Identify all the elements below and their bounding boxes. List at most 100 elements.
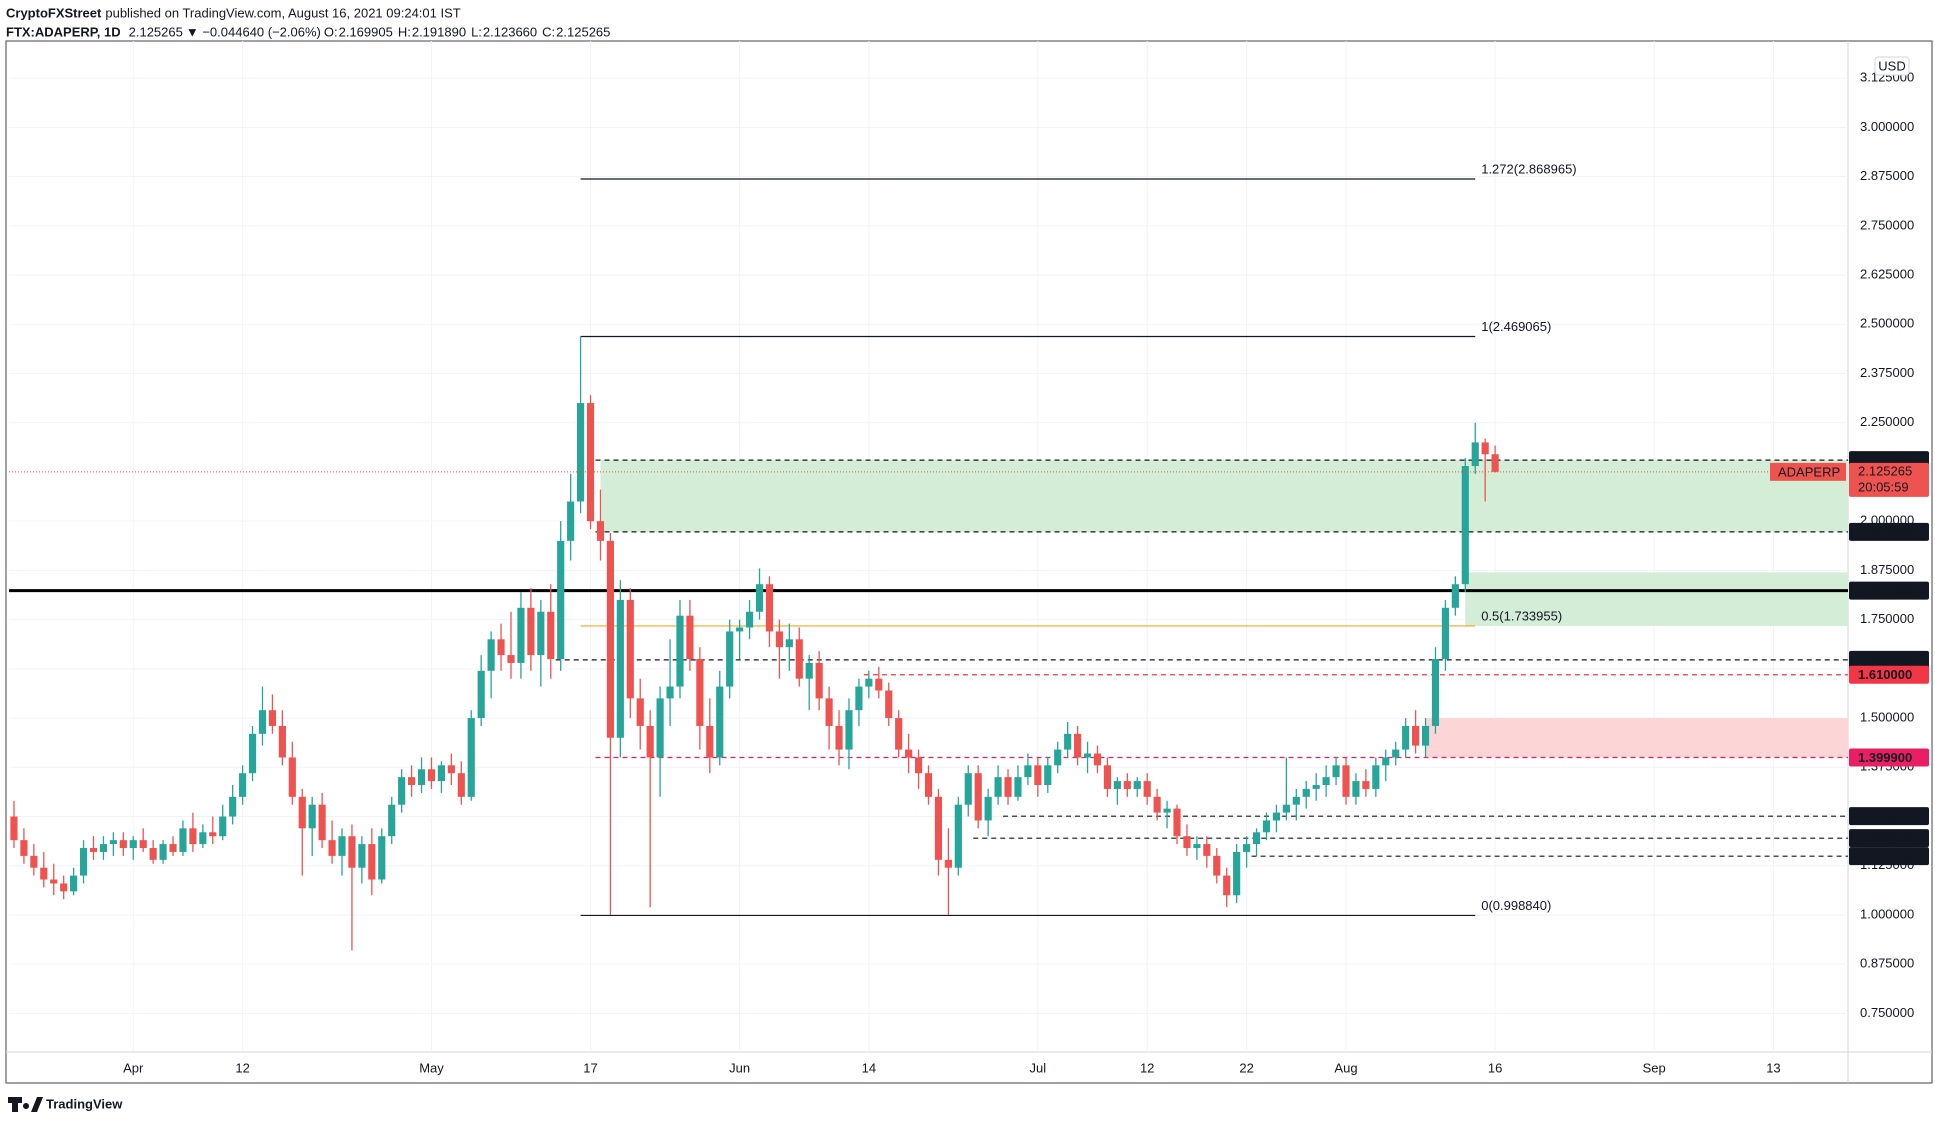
candle-body	[278, 725, 286, 758]
candle-body	[914, 757, 923, 774]
y-tick-label: 1.875000	[1860, 562, 1914, 577]
candle-body	[944, 859, 952, 868]
ohlc-value: 2.125265	[556, 24, 610, 39]
candle-body	[686, 615, 694, 660]
candle-body	[785, 639, 793, 648]
candle-body	[308, 804, 316, 829]
candle-body	[586, 403, 595, 522]
candle-body	[676, 615, 684, 687]
candle-body	[79, 848, 88, 876]
candle-body	[646, 725, 654, 758]
candle-body	[1233, 851, 1241, 896]
x-tick-label: 16	[1488, 1060, 1502, 1075]
candle-body	[815, 662, 823, 699]
y-tick-label: 2.250000	[1860, 414, 1914, 429]
level-box	[1849, 522, 1929, 541]
candle-body	[348, 836, 356, 868]
candle-body	[20, 840, 28, 856]
candle-body	[934, 796, 943, 860]
candle-body	[557, 540, 565, 660]
candle-body	[1461, 466, 1469, 585]
price-box	[1849, 462, 1929, 497]
y-tick-label: 0.750000	[1860, 1005, 1914, 1020]
level-label: 1.149300	[1858, 849, 1912, 864]
candle-body	[50, 879, 58, 884]
candle-body	[1004, 777, 1012, 797]
fib-label: 1.272(2.868965)	[1481, 161, 1576, 176]
change: ▼ −0.044640 (−2.06%)	[186, 24, 321, 39]
candle-body	[487, 639, 495, 671]
level-box	[1849, 748, 1929, 767]
candle-body	[268, 710, 277, 726]
candle-body	[1292, 796, 1300, 805]
candle-body	[408, 777, 416, 786]
x-tick-label: 14	[862, 1060, 876, 1075]
candle-body	[378, 836, 386, 880]
candle-body	[129, 840, 137, 849]
candle-body	[895, 718, 903, 750]
candle-body	[328, 840, 336, 856]
candle-body	[825, 698, 833, 726]
x-tick-label: Jul	[1030, 1060, 1047, 1075]
candle-body	[1421, 725, 1430, 746]
y-tick-label: 3.000000	[1860, 119, 1914, 134]
candle-body	[30, 855, 38, 868]
candle-body	[1481, 442, 1489, 455]
candle-body	[736, 627, 744, 632]
y-tick-label: 1.000000	[1860, 906, 1914, 921]
candle-body	[1113, 781, 1121, 789]
candle-body	[745, 611, 754, 628]
x-tick-label: Sep	[1643, 1060, 1666, 1075]
ohlc-prefix: H:	[398, 24, 411, 39]
candle-body	[1302, 788, 1310, 797]
candle-body	[1093, 753, 1102, 766]
candle-body	[1133, 781, 1141, 789]
candle-body	[1451, 584, 1459, 608]
y-tick-label: 2.750000	[1860, 217, 1914, 232]
candle-body	[1312, 785, 1320, 789]
ohlc-value: 2.191890	[412, 24, 466, 39]
candle-body	[1272, 812, 1280, 821]
candle-body	[1213, 855, 1221, 876]
candle-body	[388, 804, 396, 837]
level-label: 1.250885	[1858, 809, 1912, 824]
candle-body	[527, 607, 535, 656]
y-tick-label: 1.750000	[1860, 611, 1914, 626]
candle-body	[199, 832, 207, 845]
level-box	[1849, 829, 1929, 848]
candle-body	[835, 725, 843, 750]
ohlc-prefix: O:	[324, 24, 338, 39]
candle-body	[726, 631, 734, 687]
candle-body	[1342, 765, 1350, 797]
x-tick-label: 13	[1766, 1060, 1780, 1075]
level-box	[1849, 581, 1929, 600]
candle-body	[417, 769, 426, 786]
author: CryptoFXStreet	[6, 5, 102, 20]
candle-body	[517, 607, 525, 663]
candle-body	[99, 844, 108, 852]
x-tick-label: Apr	[123, 1060, 144, 1075]
candle-body	[219, 816, 227, 837]
logo	[8, 1097, 43, 1112]
candle-body	[1223, 875, 1231, 896]
candle-body	[716, 686, 724, 758]
candle-body	[248, 733, 257, 774]
level-box	[1849, 807, 1929, 826]
candle-body	[626, 599, 634, 699]
x-tick-label: Jun	[729, 1060, 750, 1075]
candle-body	[1282, 804, 1290, 813]
zone	[1465, 572, 1848, 626]
candle-body	[1123, 781, 1131, 789]
candle-body	[398, 777, 406, 805]
candle-body	[1054, 749, 1062, 766]
fib-label: 0.5(1.733955)	[1481, 608, 1562, 623]
candle-body	[1262, 820, 1271, 833]
candle-body	[119, 840, 127, 849]
ohlc-prefix: L:	[471, 24, 482, 39]
candle-body	[109, 840, 117, 845]
logo-mark	[8, 1097, 43, 1112]
candle-body	[1402, 725, 1410, 750]
candle-body	[149, 848, 157, 860]
candle-body	[1412, 725, 1420, 746]
